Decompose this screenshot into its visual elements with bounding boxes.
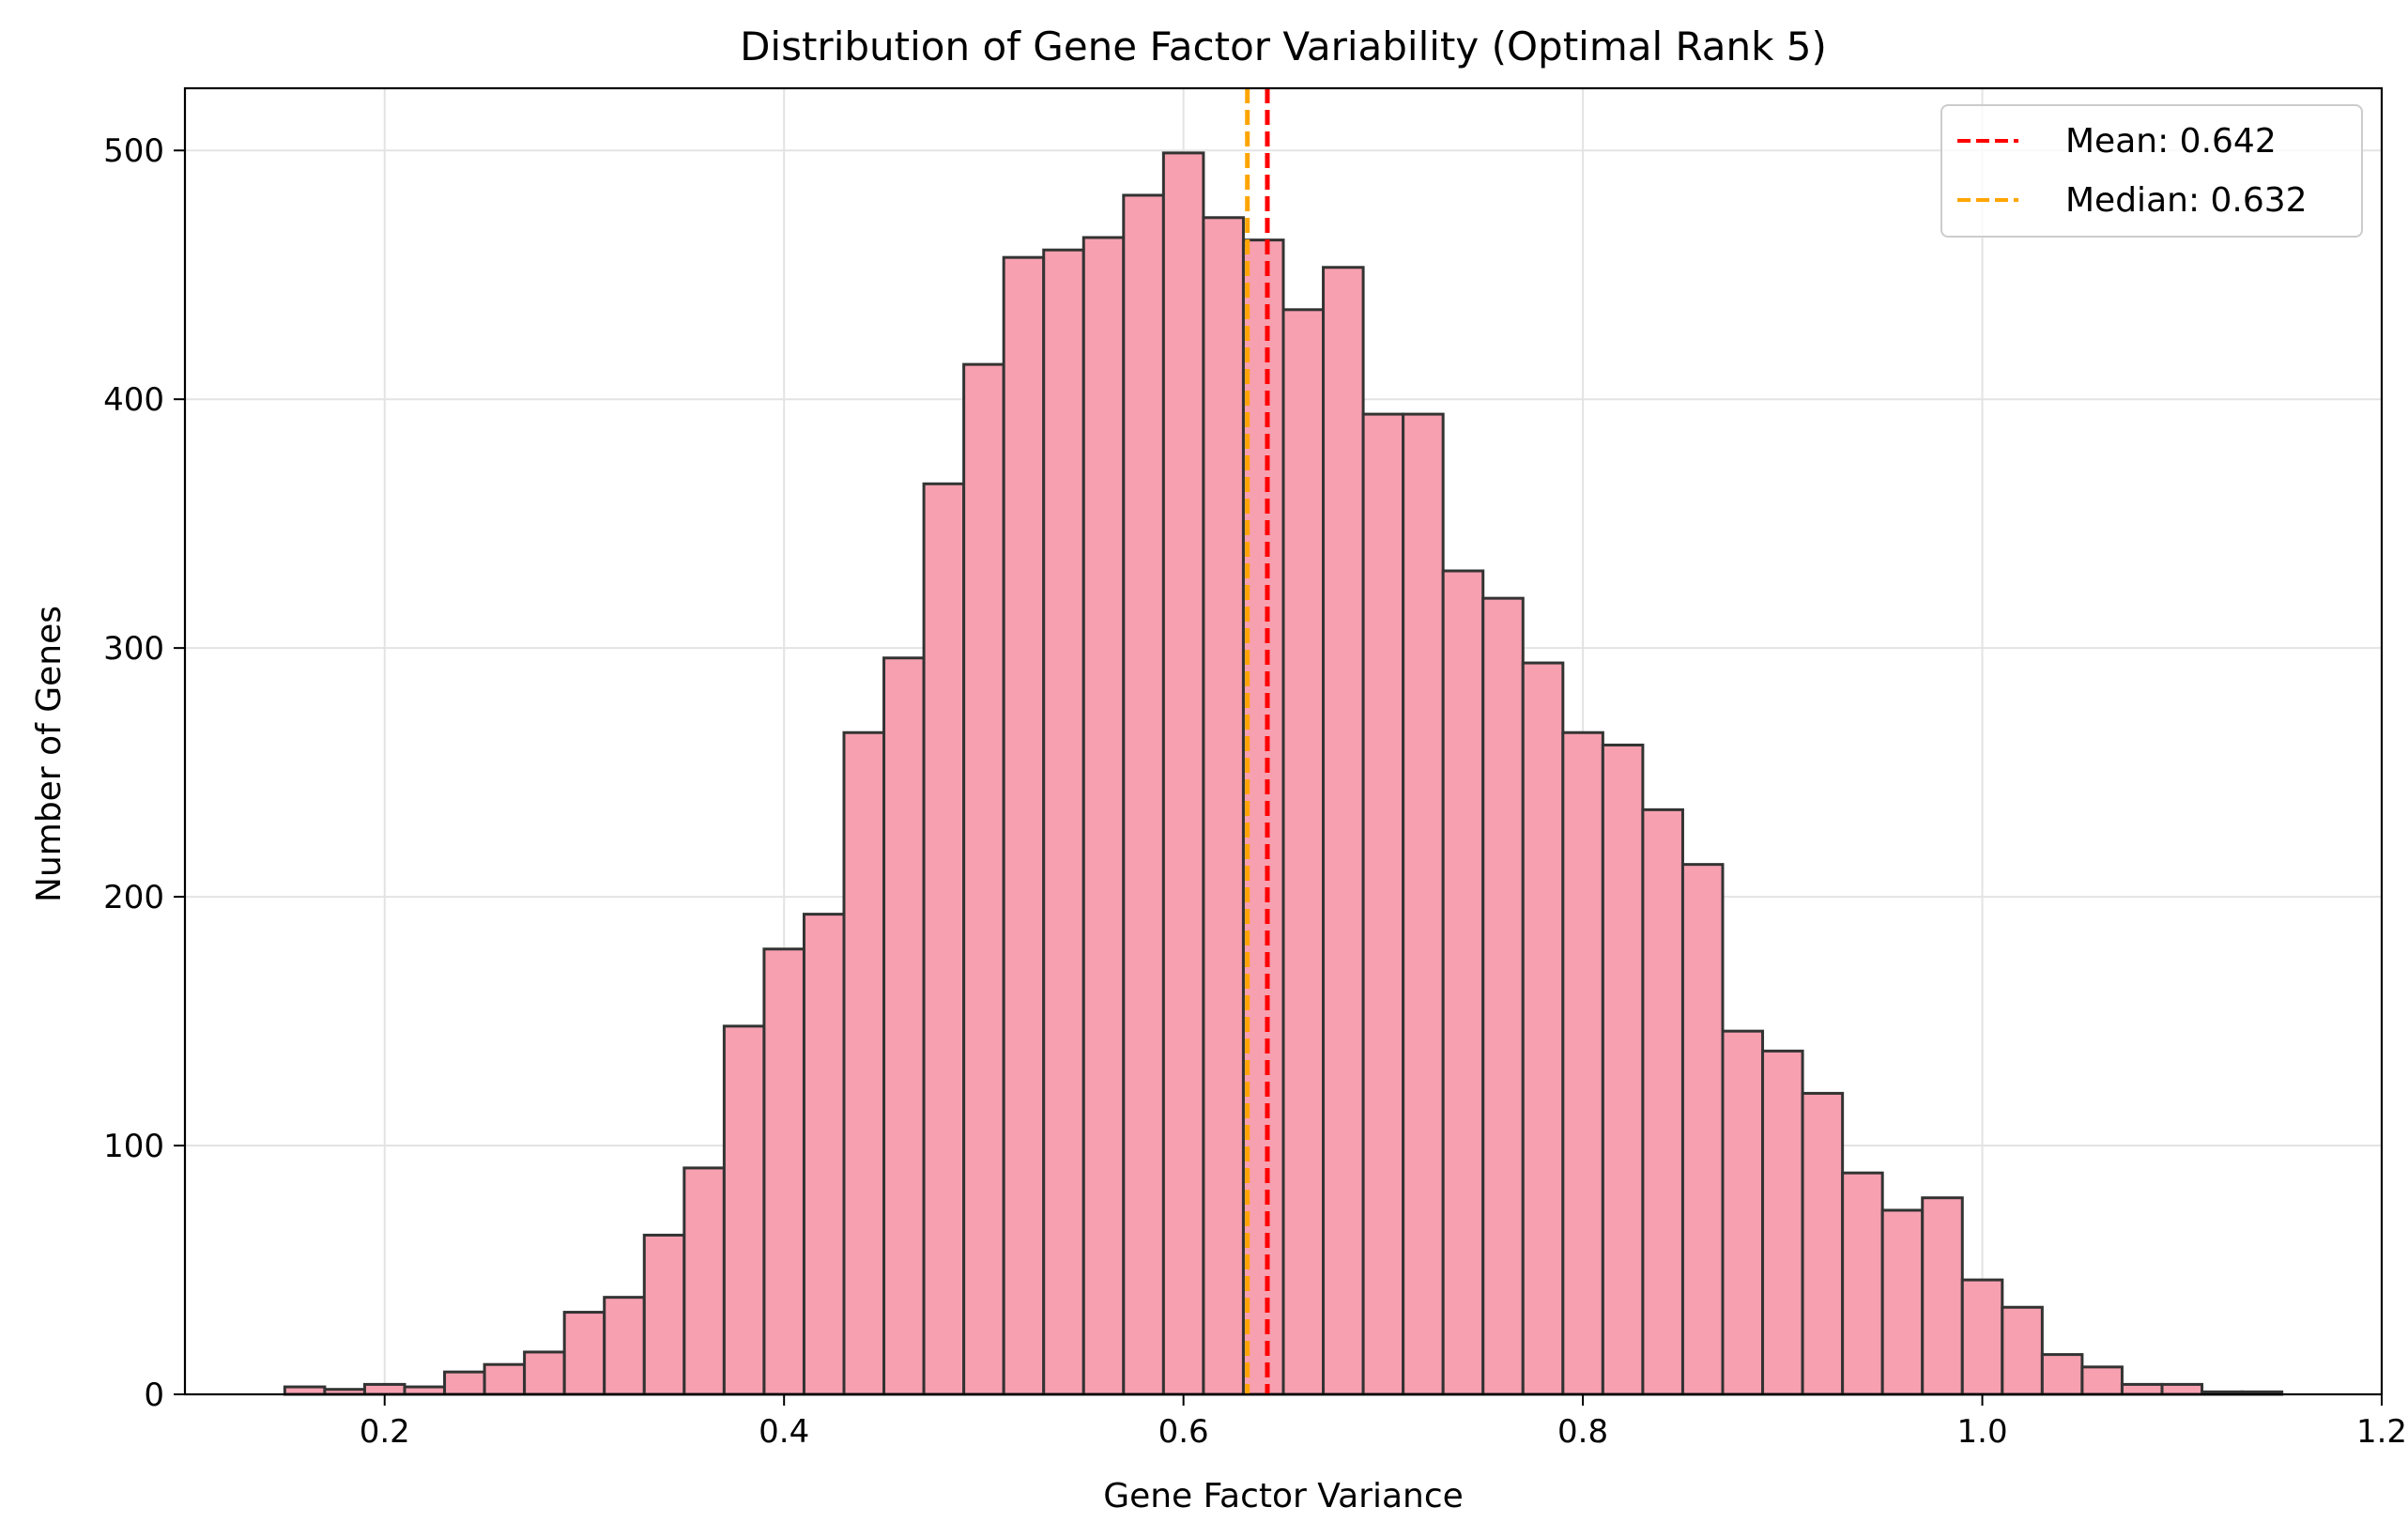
x-tick-label: 0.8 (1557, 1413, 1608, 1451)
y-tick-label: 500 (103, 132, 164, 170)
histogram-bar (882, 656, 926, 1396)
histogram-bar (562, 1311, 606, 1396)
histogram-bar (762, 947, 805, 1396)
y-tick-label: 300 (103, 630, 164, 668)
x-tick-label: 0.2 (360, 1413, 410, 1451)
histogram-bar (2040, 1353, 2084, 1396)
histogram-bar (1002, 255, 1046, 1396)
histogram-bar (2080, 1365, 2124, 1396)
bars-layer (283, 151, 2284, 1396)
histogram-bar (1441, 569, 1485, 1396)
histogram-bar (2120, 1382, 2164, 1396)
histogram-bar (1761, 1049, 1804, 1396)
histogram-bar (283, 1385, 327, 1396)
histogram-bar (1322, 266, 1365, 1396)
legend-median-label: Median: 0.632 (2065, 181, 2308, 220)
legend-box (1940, 104, 2363, 238)
y-tick-label: 400 (103, 381, 164, 419)
histogram-bar (1880, 1208, 1925, 1396)
histogram-bar (962, 362, 1005, 1396)
reference-lines (1245, 88, 1270, 1394)
histogram-bar (802, 913, 846, 1396)
histogram-bar (1521, 661, 1565, 1396)
histogram-bar (1641, 807, 1684, 1396)
histogram-bar (483, 1362, 527, 1396)
histogram-bar (1960, 1278, 2004, 1396)
histogram-bar (1281, 308, 1326, 1396)
histogram-bar (2160, 1382, 2204, 1396)
x-tick-label: 0.6 (1158, 1413, 1209, 1451)
legend: Mean: 0.642 Median: 0.632 (1940, 104, 2363, 238)
histogram-bar (443, 1370, 486, 1396)
histogram-bar (1721, 1029, 1765, 1396)
histogram-bar (642, 1233, 686, 1396)
histogram-bar (722, 1024, 766, 1396)
y-tick-label: 100 (103, 1128, 164, 1165)
histogram-bar (1161, 151, 1205, 1396)
histogram-bar (1402, 412, 1445, 1396)
histogram-bar (1601, 743, 1645, 1396)
plot-frame (183, 86, 2384, 1396)
histogram-bar (2001, 1305, 2044, 1396)
x-tick-label: 1.2 (2356, 1413, 2407, 1451)
histogram-bar (1042, 248, 1085, 1396)
histogram-bar (362, 1382, 406, 1396)
histogram-bar (842, 731, 886, 1396)
histogram-bar (523, 1350, 566, 1396)
x-axis-ticks: 0.2 0.4 0.6 0.8 1.0 1.2 (360, 1394, 2407, 1451)
histogram-bar (603, 1296, 646, 1396)
histogram-bar (1680, 863, 1725, 1396)
histogram-bar (403, 1385, 447, 1396)
x-tick-label: 0.4 (759, 1413, 809, 1451)
histogram-bar (1081, 236, 1126, 1396)
histogram-bar (1841, 1171, 1884, 1396)
x-axis-label: Gene Factor Variance (1103, 1477, 1464, 1515)
x-tick-label: 1.0 (1957, 1413, 2008, 1451)
histogram-bar (1122, 193, 1165, 1396)
legend-mean-label: Mean: 0.642 (2065, 122, 2277, 161)
histogram-bar (1801, 1091, 1845, 1396)
histogram-bar (1202, 216, 1245, 1396)
y-axis-ticks: 0 100 200 300 400 500 (103, 132, 185, 1414)
y-axis-label: Number of Genes (30, 606, 69, 902)
histogram-bar (1361, 412, 1405, 1396)
histogram-bar (683, 1166, 726, 1396)
histogram-bar (1481, 596, 1525, 1396)
chart-title: Distribution of Gene Factor Variability … (740, 23, 1827, 69)
y-tick-label: 0 (144, 1377, 164, 1414)
histogram-bar (922, 482, 966, 1396)
histogram-bar (1921, 1196, 1964, 1396)
y-tick-label: 200 (103, 879, 164, 916)
histogram-bar (1561, 731, 1604, 1396)
